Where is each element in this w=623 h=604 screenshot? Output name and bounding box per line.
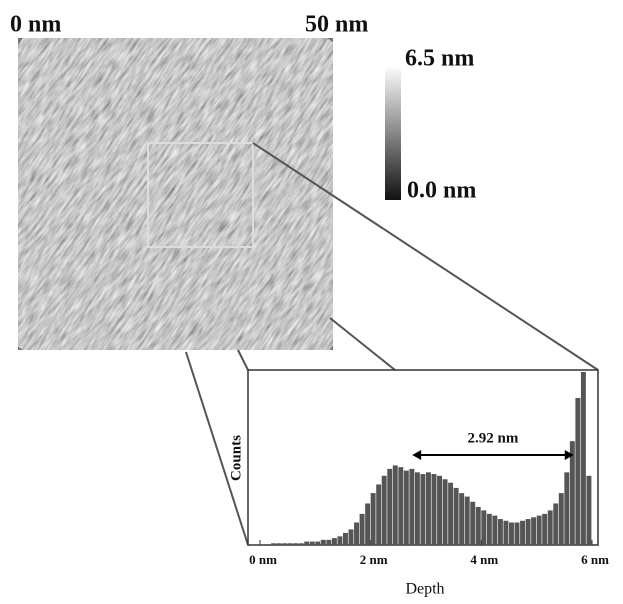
bar [409,468,415,545]
colorbar-max: 6.5 nm [405,46,474,72]
bar [287,543,293,545]
bar [580,372,586,545]
colorbar-min: 0.0 nm [407,178,476,204]
bar [486,513,492,545]
bar [387,468,393,545]
bar [514,522,520,545]
zoom-box [147,142,254,248]
bar [553,503,559,545]
annotation: 2.92 nm [468,430,519,446]
bar [271,543,276,545]
zoom-lines [185,142,599,546]
bar [392,465,398,545]
bar [531,517,537,545]
bar [403,470,409,545]
x-tick-label: 0 nm [249,552,277,567]
bar [536,515,542,545]
bar [414,472,420,545]
bar [503,520,509,545]
bar [326,539,332,545]
bar [453,487,459,545]
bar [320,539,326,545]
bar [315,541,321,545]
bar [437,475,442,545]
bar [481,510,487,545]
bar [442,479,448,545]
bar [293,543,299,545]
image-left-label: 0 nm [10,12,61,38]
bar [448,482,454,545]
bar [426,472,431,545]
bar [459,493,465,545]
bar [348,529,354,545]
bar [575,397,581,545]
bar [464,496,470,545]
bar [520,520,525,545]
bar [542,513,548,545]
image-right-label: 50 nm [305,12,368,38]
x-axis-label: Depth [405,581,444,598]
bar [365,503,371,545]
bar [276,543,282,545]
bar [381,475,387,545]
afm-image [0,0,476,495]
bar [343,532,348,545]
bar [547,510,553,545]
bar [304,541,310,545]
bar [420,474,426,545]
bar [492,515,498,545]
x-tick-label: 6 nm [581,552,609,567]
bar [298,543,304,545]
bar [370,493,376,545]
bar [282,543,288,545]
bar [586,475,592,545]
y-axis-label: Counts [228,435,244,481]
bar [475,506,481,545]
bar [354,522,359,545]
bar [564,472,570,545]
x-tick-label: 4 nm [470,552,498,567]
bar [558,493,564,545]
bar [337,536,343,545]
bar [525,519,531,545]
bar [398,467,404,545]
bar [470,501,476,545]
bar [331,538,337,545]
bar [376,484,382,545]
x-tick-label: 2 nm [360,552,388,567]
bar [569,441,575,545]
bar [431,474,437,545]
bar [309,541,315,545]
bar [509,522,514,545]
bar [497,519,503,545]
colorbar [385,68,401,200]
bar [359,513,365,545]
